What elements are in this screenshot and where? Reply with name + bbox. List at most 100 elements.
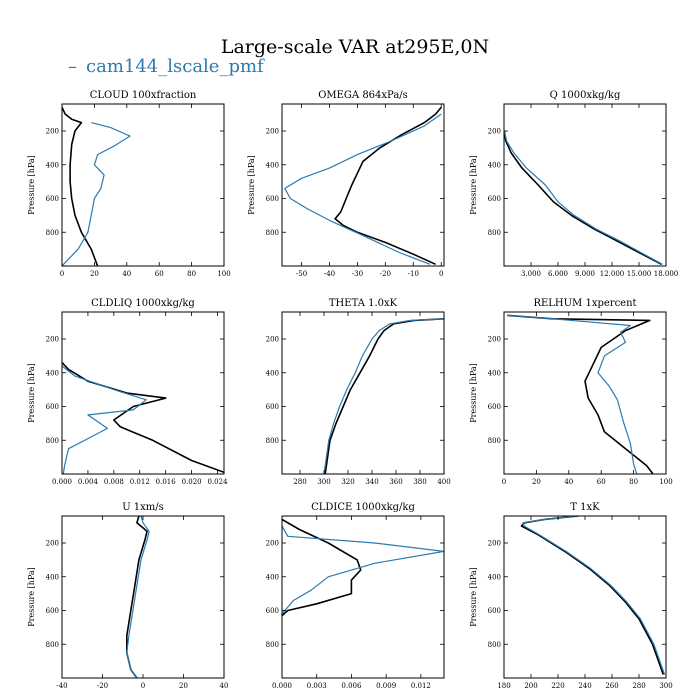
x-tick-label: -40 (56, 682, 67, 690)
y-tick-label: 600 (488, 403, 501, 411)
y-tick-label: 200 (46, 540, 59, 548)
series-line-model (126, 516, 150, 678)
x-tick-label: -50 (296, 270, 307, 278)
panel-title: U 1xm/s (122, 502, 164, 513)
y-tick-label: 400 (46, 573, 59, 581)
plot-frame (281, 515, 445, 679)
y-tick-label: 600 (488, 607, 501, 615)
x-tick-label: 0.024 (207, 478, 228, 486)
y-tick-label: 400 (46, 161, 59, 169)
panel-title: CLDICE 1000xkg/kg (311, 502, 415, 513)
y-tick-label: 800 (46, 437, 59, 445)
panel-title: Q 1000xkg/kg (550, 90, 621, 101)
series-line-reference (507, 314, 654, 474)
y-tick-label: 600 (46, 195, 59, 203)
y-tick-label: 800 (266, 229, 279, 237)
x-tick-label: 180 (497, 682, 510, 690)
series-line-reference (504, 130, 662, 266)
x-tick-label: 0.009 (376, 682, 396, 690)
x-tick-label: 300 (317, 478, 330, 486)
series-line-reference (520, 516, 665, 675)
panel-8: CLDICE 1000xkg/kg 0.000 0.003 0.006 0.009 0.0… (266, 502, 445, 690)
plot-frame (281, 103, 445, 267)
y-tick-label: 200 (266, 128, 279, 136)
x-tick-label: 240 (578, 682, 591, 690)
panel-title: CLDLIQ 1000xkg/kg (91, 298, 195, 309)
series-line-reference (282, 518, 362, 617)
x-tick-label: 40 (122, 270, 131, 278)
series-line-reference (62, 107, 99, 266)
x-tick-label: 0 (60, 270, 64, 278)
y-tick-label: 200 (266, 540, 279, 548)
x-tick-label: 320 (341, 478, 354, 486)
panel-4: CLDLIQ 1000xkg/kg Pressure [hPa] 0.000 0.00… (27, 298, 228, 486)
plot-frame (503, 103, 667, 267)
x-tick-label: 0.000 (52, 478, 72, 486)
y-axis-label: Pressure [hPa] (27, 567, 36, 627)
y-tick-label: 400 (488, 369, 501, 377)
x-tick-label: 60 (597, 478, 606, 486)
series-line-model (282, 525, 444, 615)
series-line-reference (126, 516, 148, 678)
x-tick-label: -40 (324, 270, 335, 278)
y-tick-label: 200 (266, 336, 279, 344)
x-tick-label: 200 (524, 682, 537, 690)
x-tick-label: 0.003 (307, 682, 327, 690)
x-tick-label: 260 (605, 682, 618, 690)
y-axis-label: Pressure [hPa] (469, 567, 478, 627)
y-tick-label: 200 (488, 540, 501, 548)
x-tick-label: -10 (408, 270, 419, 278)
series-line-model (62, 365, 147, 474)
x-tick-label: 380 (413, 478, 426, 486)
x-tick-label: 100 (217, 270, 230, 278)
y-tick-label: 400 (488, 161, 501, 169)
x-tick-label: 0 (439, 270, 443, 278)
x-tick-label: 20 (179, 682, 188, 690)
y-axis-label: Pressure [hPa] (27, 155, 36, 215)
series-line-reference (324, 318, 444, 474)
panel-3: Q 1000xkg/kg Pressure [hPa] 3.000 6.000 9.00… (469, 90, 678, 278)
plot-frame (61, 311, 225, 475)
x-tick-label: -20 (380, 270, 391, 278)
panel-5: THETA 1.0xK 280 300 320 340 360 380 400 200 400 60… (266, 298, 451, 486)
y-tick-label: 800 (488, 437, 501, 445)
x-tick-label: 400 (437, 478, 450, 486)
series-line-model (323, 318, 444, 474)
series-line-model (504, 130, 663, 265)
y-tick-label: 200 (488, 336, 501, 344)
y-axis-label: Pressure [hPa] (247, 155, 256, 215)
y-axis-label: Pressure [hPa] (27, 363, 36, 423)
y-tick-label: 200 (46, 128, 59, 136)
x-tick-label: 60 (155, 270, 164, 278)
x-tick-label: 0.016 (156, 478, 177, 486)
plot-frame (281, 311, 445, 475)
figure-title: Large-scale VAR at295E,0N (221, 36, 489, 58)
y-tick-label: 800 (46, 229, 59, 237)
x-tick-label: 0.006 (341, 682, 362, 690)
y-tick-label: 800 (488, 641, 501, 649)
x-tick-label: 15.000 (627, 270, 652, 278)
x-tick-label: 0.004 (78, 478, 99, 486)
x-tick-label: 360 (389, 478, 402, 486)
y-tick-label: 800 (266, 437, 279, 445)
x-tick-label: 40 (564, 478, 573, 486)
y-tick-label: 400 (266, 573, 279, 581)
x-tick-label: -20 (97, 682, 108, 690)
x-tick-label: 9.000 (575, 270, 595, 278)
y-tick-label: 600 (266, 195, 279, 203)
series-line-reference (334, 106, 442, 266)
x-tick-label: 340 (365, 478, 378, 486)
x-tick-label: 280 (632, 682, 645, 690)
y-tick-label: 600 (46, 403, 59, 411)
panel-title: T 1xK (570, 502, 600, 513)
x-tick-label: 18.000 (654, 270, 679, 278)
plot-frame (503, 515, 667, 679)
y-tick-label: 600 (266, 403, 279, 411)
x-tick-label: 20 (90, 270, 99, 278)
y-axis-label: Pressure [hPa] (469, 155, 478, 215)
y-tick-label: 200 (46, 336, 59, 344)
plot-frame (61, 515, 225, 679)
y-tick-label: 600 (266, 607, 279, 615)
x-tick-label: 300 (659, 682, 672, 690)
